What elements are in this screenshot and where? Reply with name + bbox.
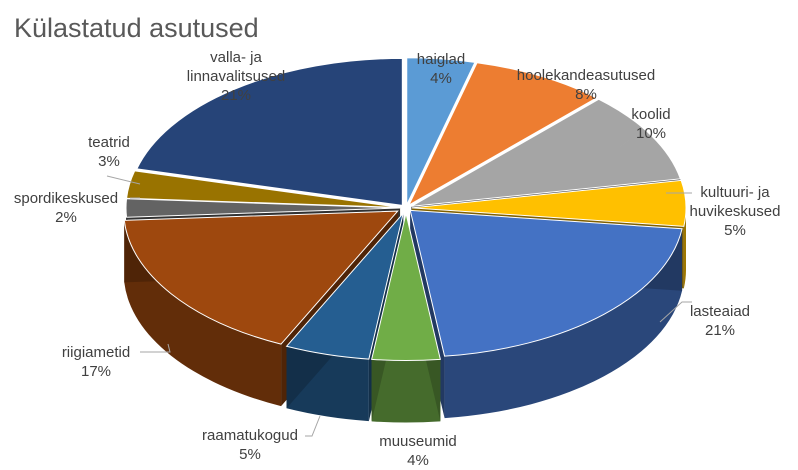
leader-line-5 xyxy=(659,301,692,323)
slice-name-label-4-line-2: huvikeskused xyxy=(690,203,781,220)
slice-name-label-1: haiglad xyxy=(417,51,465,68)
slice-name-label-9: spordikeskused xyxy=(14,190,118,207)
slice-value-label-1: 4% xyxy=(430,70,452,87)
slice-value-label-5: 21% xyxy=(705,322,735,339)
slice-side-5 xyxy=(444,228,683,419)
slice-name-label-11-line-1: valla- ja xyxy=(210,49,262,66)
leader-lines xyxy=(106,139,692,437)
slice-value-label-7: 5% xyxy=(239,446,261,463)
slice-7 xyxy=(285,212,404,360)
slice-name-label-8: riigiametid xyxy=(62,344,130,361)
leader-line-8 xyxy=(140,343,171,353)
slice-name-label-5: lasteaiad xyxy=(690,303,750,320)
slice-value-label-10: 3% xyxy=(98,153,120,170)
slice-value-label-8: 17% xyxy=(81,363,111,380)
slice-9 xyxy=(125,198,401,218)
slice-value-label-4: 5% xyxy=(724,222,746,239)
slice-value-label-11: 21% xyxy=(221,87,251,104)
slice-name-label-7: raamatukogud xyxy=(202,427,298,444)
slice-2 xyxy=(407,62,598,207)
slice-value-label-2: 8% xyxy=(575,86,597,103)
slice-side-8 xyxy=(124,220,282,407)
slice-side-6 xyxy=(371,359,441,423)
slice-3 xyxy=(411,98,682,207)
slice-8 xyxy=(123,210,399,345)
slice-labels: haiglad 4% hoolekandeasutused 8% koolid 10% ku… xyxy=(14,49,781,469)
leader-line-10 xyxy=(106,175,141,185)
leader-line-3 xyxy=(619,139,630,148)
slice-side-4 xyxy=(683,207,686,289)
slice-4 xyxy=(411,179,687,227)
slice-10 xyxy=(126,170,401,208)
chart-title: Külastatud asutused xyxy=(14,13,259,43)
slice-name-label-6: muuseumid xyxy=(379,433,457,450)
slice-name-label-11-line-2: linnavalitsused xyxy=(187,68,285,85)
slice-name-label-2: hoolekandeasutused xyxy=(517,67,655,84)
pie-top-layer xyxy=(123,57,687,361)
slice-name-label-3: koolid xyxy=(631,106,670,123)
slice-1 xyxy=(406,57,476,205)
leader-line-7 xyxy=(305,415,321,437)
slice-5 xyxy=(409,209,683,357)
slice-11 xyxy=(136,57,403,206)
slice-name-label-4-line-1: kultuuri- ja xyxy=(700,184,770,201)
slice-value-label-3: 10% xyxy=(636,125,666,142)
slice-value-label-6: 4% xyxy=(407,452,429,469)
slice-value-label-9: 2% xyxy=(55,209,77,226)
slice-name-label-10: teatrid xyxy=(88,134,130,151)
slice-6 xyxy=(371,213,441,361)
